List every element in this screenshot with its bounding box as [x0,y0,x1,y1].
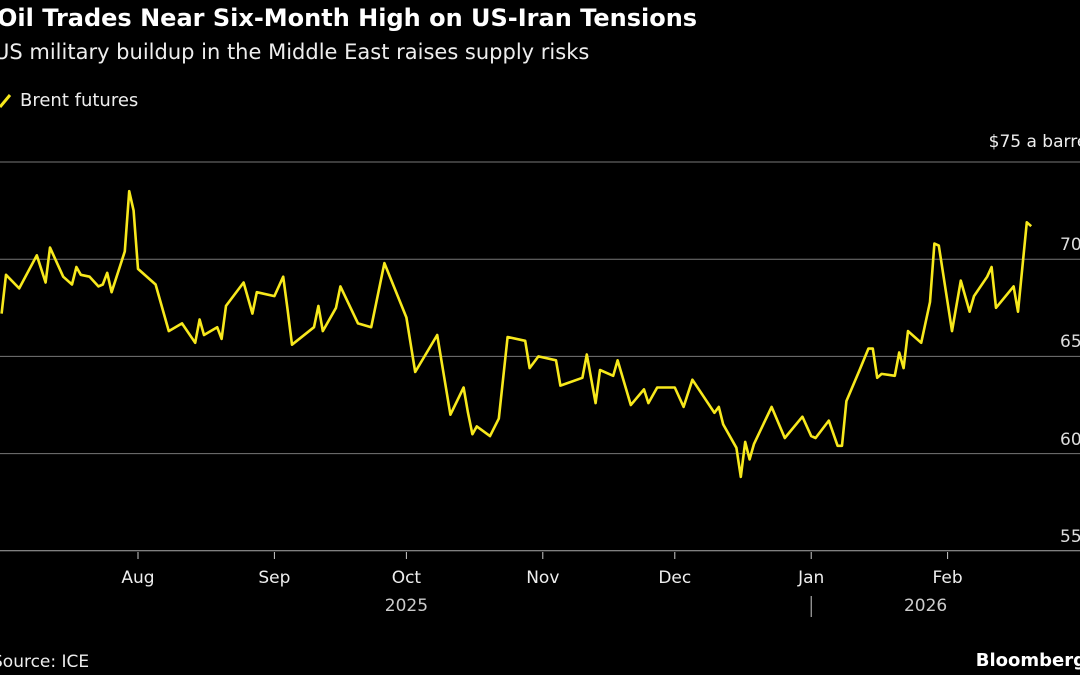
x-tick-label: Dec [658,568,692,588]
x-tick-label: Jan [798,568,825,588]
source-note: Source: ICE [0,652,90,672]
legend: Brent futures [0,90,138,111]
y-tick-label: 70 [1060,235,1080,256]
legend-line-icon [0,93,12,108]
y-tick-label: 55 [1060,526,1080,547]
y-axis-unit-label: $75 a barrel [988,132,1080,152]
bloomberg-logo: Bloomberg [975,650,1080,671]
x-tick-label: Feb [932,568,963,588]
x-tick-label: Nov [526,568,560,588]
x-tick-label: Oct [391,568,422,588]
x-tick-label: Sep [258,568,291,588]
x-tick-label: Aug [121,568,155,588]
legend-label: Brent futures [20,90,139,111]
chart-title: Oil Trades Near Six-Month High on US-Ira… [0,4,698,32]
brent-futures-line [0,189,1033,479]
y-tick-label: 65 [1060,332,1080,353]
year-label: 2026 [903,596,948,616]
year-label: 2025 [384,596,429,616]
chart-subtitle: US military buildup in the Middle East r… [0,40,590,64]
y-tick-label: 60 [1060,429,1080,450]
